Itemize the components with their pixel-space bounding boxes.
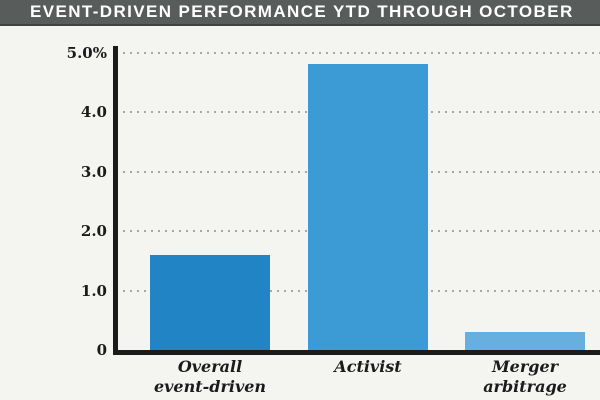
x-category-label-line: Overall [177, 357, 243, 376]
chart-title: EVENT-DRIVEN PERFORMANCE YTD THROUGH OCT… [30, 2, 574, 21]
bar [150, 254, 270, 350]
x-category-label-line: Merger [491, 357, 559, 376]
bar [308, 64, 428, 350]
x-category-label-line: Activist [334, 357, 402, 376]
gridline-5.0% [116, 51, 600, 54]
x-category-label: Merger arbitrage [435, 357, 600, 397]
x-category-label-line: event-driven [153, 377, 267, 396]
y-axis-line [113, 46, 118, 355]
y-tick-label: 4.0 [80, 103, 107, 121]
x-category-label-line: arbitrage [483, 377, 567, 396]
x-axis-line [113, 350, 600, 355]
x-category-label: Overall event-driven [120, 357, 300, 397]
y-tick-label: 0 [96, 341, 107, 359]
chart-title-bar: EVENT-DRIVEN PERFORMANCE YTD THROUGH OCT… [0, 0, 600, 26]
bar [465, 332, 585, 350]
y-tick-label: 1.0 [80, 281, 107, 300]
y-tick-label: 2.0 [80, 222, 107, 240]
x-category-label: Activist [278, 357, 458, 377]
y-tick-label: 5.0% [66, 43, 107, 62]
y-tick-label: 3.0 [80, 162, 107, 181]
